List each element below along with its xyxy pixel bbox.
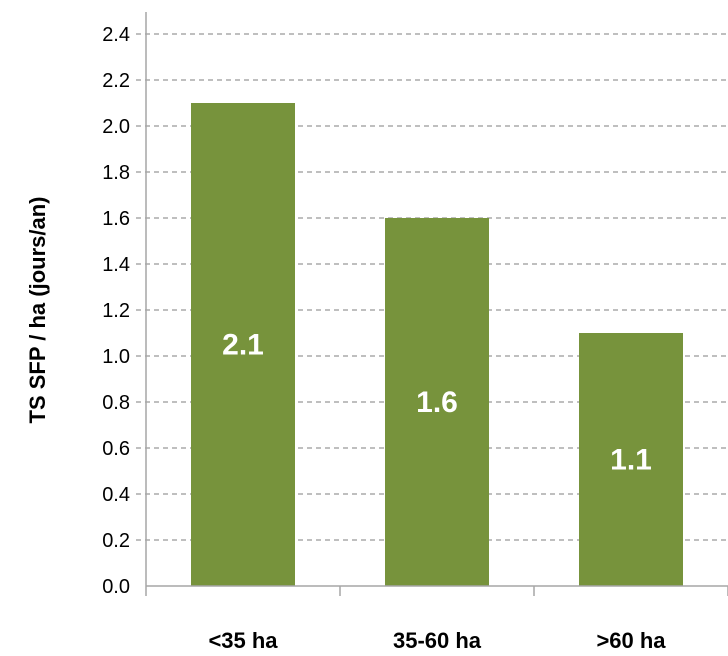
y-tick-label: 1.4: [102, 254, 130, 276]
axes: [145, 12, 728, 596]
y-axis-title: TS SFP / ha (jours/an): [25, 197, 50, 424]
x-category-label: 35-60 ha: [393, 628, 482, 653]
y-tick-label: 2.0: [102, 116, 130, 138]
bars: [191, 103, 683, 586]
y-tick-label: 1.2: [102, 300, 130, 322]
y-tick-label: 0.2: [102, 530, 130, 552]
x-category-labels: <35 ha 35-60 ha >60 ha: [208, 628, 666, 653]
y-tick-label: 2.4: [102, 24, 130, 46]
y-tick-label: 2.2: [102, 70, 130, 92]
y-tick-label: 1.0: [102, 346, 130, 368]
bar: [385, 218, 489, 586]
y-tick-label: 0.8: [102, 392, 130, 414]
y-tick-label: 0.0: [102, 576, 130, 598]
data-labels: 2.1 1.6 1.1: [222, 329, 652, 477]
bar: [579, 333, 683, 586]
bar-data-label: 1.1: [610, 444, 652, 477]
y-tick-labels: 0.0 0.2 0.4 0.6 0.8 1.0 1.2 1.4 1.6 1.8 2.0 2.2 2.4: [102, 24, 130, 598]
x-category-label: <35 ha: [208, 628, 278, 653]
bar-data-label: 2.1: [222, 329, 264, 362]
y-tick-label: 0.6: [102, 438, 130, 460]
bar: [191, 103, 295, 586]
y-tick-label: 1.8: [102, 162, 130, 184]
y-tick-label: 1.6: [102, 208, 130, 230]
bar-data-label: 1.6: [416, 386, 458, 419]
x-category-label: >60 ha: [596, 628, 666, 653]
y-tick-label: 0.4: [102, 484, 130, 506]
